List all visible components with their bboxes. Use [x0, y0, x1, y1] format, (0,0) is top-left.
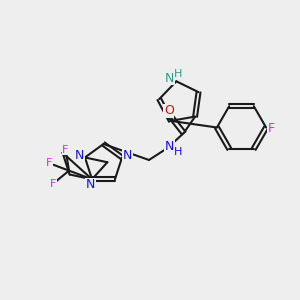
Text: H: H: [174, 147, 183, 157]
Text: F: F: [50, 179, 56, 189]
Text: F: F: [62, 145, 69, 155]
Text: N: N: [86, 178, 95, 191]
Text: N: N: [165, 140, 174, 153]
Text: F: F: [268, 122, 275, 136]
Text: H: H: [174, 69, 182, 79]
Text: N: N: [165, 72, 174, 85]
Text: N: N: [123, 149, 132, 163]
Text: O: O: [164, 104, 174, 117]
Text: N: N: [75, 148, 84, 162]
Text: F: F: [46, 158, 52, 168]
